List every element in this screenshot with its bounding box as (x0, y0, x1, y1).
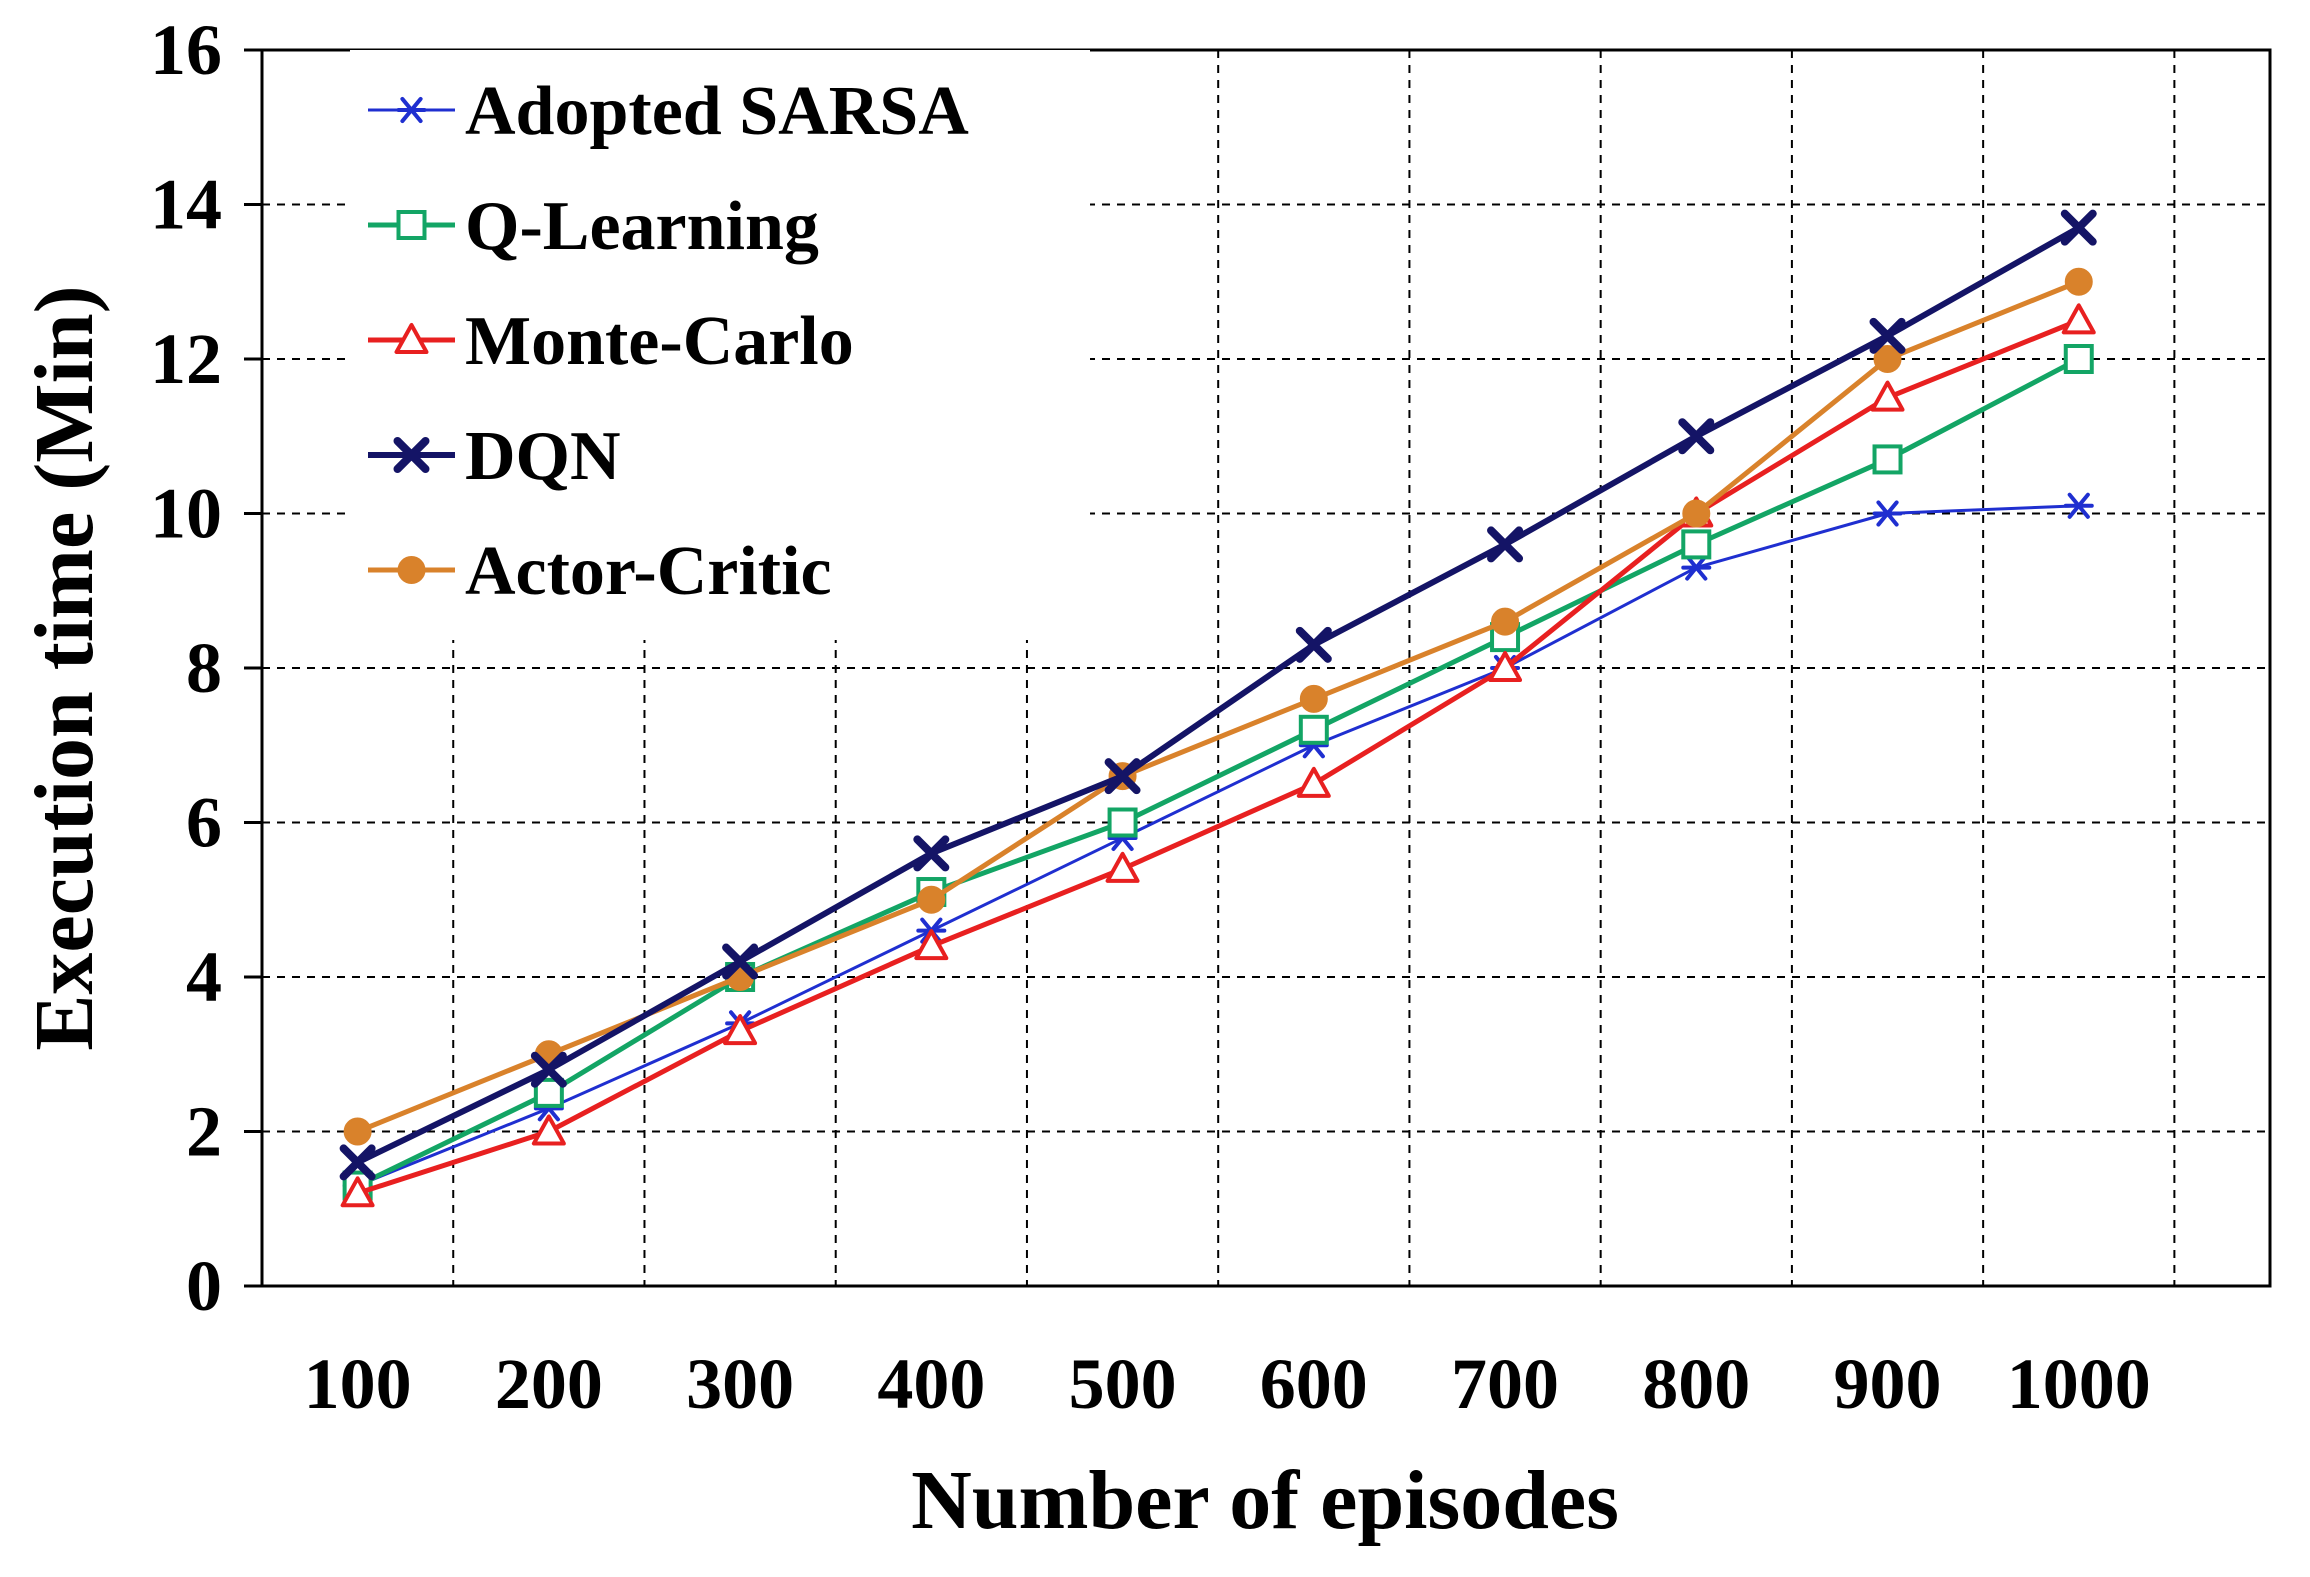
data-point-q-learning (1681, 529, 1712, 560)
data-point-q-learning (1298, 714, 1329, 745)
series-dqn (339, 209, 2097, 1181)
x-tick-label: 300 (686, 1344, 794, 1424)
x-tick-label: 200 (495, 1344, 603, 1424)
marker-stroke (722, 943, 759, 980)
x-tick-label: 900 (1834, 1344, 1942, 1424)
data-point-monte-carlo (1870, 380, 1905, 412)
data-point-dqn (2060, 209, 2097, 246)
data-point-dqn (530, 1051, 567, 1088)
data-point-monte-carlo (1105, 851, 1140, 883)
data-point-actor-critic (917, 885, 946, 914)
data-point-dqn (1487, 526, 1524, 563)
legend-item-q-learning: Q-Learning (368, 188, 819, 265)
series-line-q-learning (355, 356, 2082, 1189)
data-point-actor-critic (343, 1117, 372, 1146)
data-point-monte-carlo (1488, 651, 1523, 682)
marker-stroke (1678, 418, 1715, 455)
data-point-dqn (339, 1144, 376, 1181)
marker-stroke (1487, 526, 1524, 563)
legend-swatch-marker (394, 323, 429, 354)
x-tick-label: 1000 (2007, 1344, 2151, 1424)
x-tick-label: 800 (1642, 1344, 1750, 1424)
data-point-dqn (913, 835, 950, 872)
data-point-monte-carlo (531, 1114, 566, 1146)
legend-swatch-marker (397, 556, 426, 584)
data-point-adopted-sarsa (1681, 554, 1712, 581)
data-point-q-learning (533, 1077, 564, 1108)
legend-label: Monte-Carlo (465, 303, 854, 380)
x-tick-label: 700 (1451, 1344, 1559, 1424)
legend-swatch-marker (393, 437, 430, 473)
marker-stroke (400, 96, 423, 124)
series-line-dqn (354, 224, 2082, 1166)
series-line-adopted-sarsa (356, 504, 2081, 1188)
data-point-actor-critic (2064, 267, 2093, 296)
x-tick-label: 100 (304, 1344, 412, 1424)
data-point-actor-critic (1873, 345, 1902, 373)
legend-label: Actor-Critic (465, 533, 832, 610)
legend-item-adopted-sarsa: Adopted SARSA (368, 73, 969, 150)
data-point-dqn (1104, 758, 1141, 795)
y-tick-label: 12 (150, 319, 222, 399)
marker-stroke (1876, 500, 1899, 527)
data-point-dqn (1869, 317, 1906, 354)
legend-swatch-marker (396, 96, 427, 124)
y-axis-title: Execution time (Min) (18, 285, 111, 1050)
marker-stroke (1295, 626, 1332, 663)
data-point-actor-critic (1299, 684, 1328, 713)
axes: 0 2 4 6 8 10 12 14 16 100 200 300 400 500 600 700 800 900… (150, 10, 2151, 1424)
data-point-monte-carlo (914, 929, 949, 961)
x-tick-label: 600 (1260, 1344, 1368, 1424)
legend: Adopted SARSA Q-Learning Monte-Carlo DQN Act… (350, 50, 1090, 640)
y-tick-label: 4 (186, 937, 222, 1017)
data-point-q-learning (2063, 344, 2094, 374)
data-point-monte-carlo (2061, 303, 2096, 335)
x-tick-label: 400 (877, 1344, 985, 1424)
marker-stroke (1104, 758, 1141, 795)
data-point-monte-carlo (723, 1014, 758, 1046)
marker-stroke (530, 1051, 567, 1088)
y-tick-label: 0 (186, 1246, 222, 1326)
data-point-actor-critic (1491, 607, 1520, 636)
series-layer (339, 209, 2097, 1208)
y-tick-label: 8 (186, 628, 222, 708)
data-point-dqn (1678, 418, 1715, 455)
legend-label: DQN (465, 418, 621, 495)
marker-stroke (2067, 492, 2090, 519)
data-point-q-learning (1872, 444, 1903, 475)
data-point-monte-carlo (1296, 766, 1331, 798)
legend-item-actor-critic: Actor-Critic (368, 533, 832, 610)
legend-swatch-marker (396, 210, 427, 240)
marker-stroke (2060, 209, 2097, 246)
data-point-q-learning (1107, 807, 1138, 838)
x-axis-title: Number of episodes (911, 1454, 1619, 1547)
y-tick-label: 16 (150, 10, 222, 90)
data-point-dqn (1295, 626, 1332, 663)
data-point-adopted-sarsa (2063, 492, 2094, 519)
legend-label: Adopted SARSA (465, 73, 969, 150)
legend-background (350, 50, 1090, 640)
legend-item-monte-carlo: Monte-Carlo (368, 303, 854, 380)
marker-stroke (1869, 317, 1906, 354)
data-point-actor-critic (1682, 499, 1711, 528)
y-tick-label: 2 (186, 1092, 222, 1172)
data-point-adopted-sarsa (1872, 500, 1903, 527)
y-tick-label: 14 (150, 165, 222, 245)
legend-label: Q-Learning (465, 188, 819, 265)
data-point-monte-carlo (340, 1176, 375, 1208)
legend-item-dqn: DQN (368, 418, 621, 495)
marker-stroke (393, 437, 430, 473)
x-tick-label: 500 (1069, 1344, 1177, 1424)
data-point-dqn (722, 943, 759, 980)
marker-stroke (913, 835, 950, 872)
series-line-monte-carlo (355, 317, 2082, 1196)
y-tick-label: 6 (186, 783, 222, 863)
marker-stroke (1685, 554, 1708, 581)
y-tick-label: 10 (150, 474, 222, 554)
marker-stroke (339, 1144, 376, 1181)
